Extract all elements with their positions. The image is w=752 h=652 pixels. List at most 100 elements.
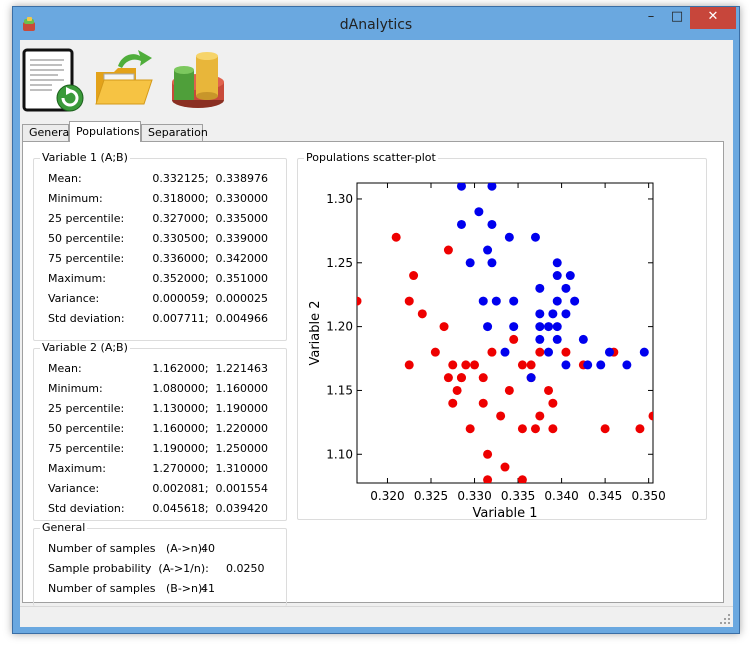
- data-point: [443, 245, 453, 255]
- general-row: Number of samples (B->n): 41: [34, 582, 286, 598]
- general-value: 40: [201, 542, 215, 555]
- stat-value: 1.270000; 1.310000: [152, 462, 268, 475]
- stat-value: 0.336000; 0.342000: [152, 252, 268, 265]
- title-bar[interactable]: dAnalytics – □ ✕: [13, 7, 739, 40]
- resize-grip-icon[interactable]: [720, 614, 730, 624]
- stat-value: 0.007711; 0.004966: [152, 312, 268, 325]
- data-point: [604, 347, 614, 357]
- general-value: 0.0250: [226, 562, 265, 575]
- stat-row: 25 percentile: 0.327000; 0.335000: [34, 212, 286, 228]
- app-icon: [23, 17, 35, 31]
- data-point: [461, 360, 471, 370]
- data-point: [483, 449, 493, 459]
- data-point: [635, 424, 645, 434]
- data-point: [483, 245, 493, 255]
- data-point: [548, 309, 558, 319]
- stat-value: 0.045618; 0.039420: [152, 502, 268, 515]
- data-point: [544, 385, 554, 395]
- stat-row: 75 percentile: 1.190000; 1.250000: [34, 442, 286, 458]
- stat-value: 0.332125; 0.338976: [152, 172, 268, 185]
- stat-label: 75 percentile:: [48, 442, 125, 455]
- stat-row: Maximum: 0.352000; 0.351000: [34, 272, 286, 288]
- tab-general[interactable]: General: [22, 124, 72, 141]
- data-point: [409, 271, 419, 281]
- variable1-group-title: Variable 1 (A;B): [40, 151, 130, 164]
- stat-label: Mean:: [48, 172, 82, 185]
- data-point: [552, 322, 562, 332]
- stat-label: Maximum:: [48, 462, 106, 475]
- stat-label: Variance:: [48, 292, 100, 305]
- data-point: [448, 398, 458, 408]
- scatter-plot-title: Populations scatter-plot: [304, 151, 438, 164]
- data-point: [570, 296, 580, 306]
- data-point: [509, 334, 519, 344]
- data-point: [483, 322, 493, 332]
- data-point: [443, 373, 453, 383]
- data-point: [544, 347, 554, 357]
- stat-row: 50 percentile: 0.330500; 0.339000: [34, 232, 286, 248]
- data-point: [535, 411, 545, 421]
- y-tick-label: 1.20: [326, 320, 353, 334]
- data-point: [639, 347, 649, 357]
- stat-row: Minimum: 0.318000; 0.330000: [34, 192, 286, 208]
- data-point: [578, 334, 588, 344]
- data-point: [517, 424, 527, 434]
- data-point: [439, 322, 449, 332]
- variable2-group-title: Variable 2 (A;B): [40, 341, 130, 354]
- stat-value: 1.080000; 1.160000: [152, 382, 268, 395]
- open-folder-button[interactable]: [92, 48, 156, 112]
- data-point: [530, 424, 540, 434]
- data-point: [596, 360, 606, 370]
- data-point: [465, 258, 475, 268]
- data-point: [622, 360, 632, 370]
- data-point: [483, 475, 493, 483]
- data-point: [552, 334, 562, 344]
- stat-value: 1.190000; 1.250000: [152, 442, 268, 455]
- analyze-chart-button[interactable]: [166, 48, 230, 112]
- minimize-button[interactable]: –: [647, 9, 655, 24]
- general-group: General Number of samples (A->n): 40 Sampl…: [33, 521, 287, 606]
- toolbar: [20, 40, 733, 118]
- stat-label: 25 percentile:: [48, 402, 125, 415]
- stat-label: Mean:: [48, 362, 82, 375]
- tab-populations[interactable]: Populations: [69, 121, 141, 142]
- data-point: [517, 475, 527, 483]
- general-label: Number of samples (B->n):: [48, 582, 206, 595]
- data-point: [648, 411, 653, 421]
- data-point: [478, 296, 488, 306]
- close-button[interactable]: ✕: [690, 7, 736, 29]
- variable2-group: Variable 2 (A;B) Mean: 1.162000; 1.221463…: [33, 341, 287, 521]
- x-tick-label: 0.335: [501, 489, 535, 503]
- data-point: [561, 309, 571, 319]
- data-point: [526, 360, 536, 370]
- data-point: [561, 283, 571, 293]
- x-tick-label: 0.325: [414, 489, 448, 503]
- data-point: [487, 183, 497, 191]
- data-point: [583, 360, 593, 370]
- data-point: [448, 360, 458, 370]
- stat-label: Maximum:: [48, 272, 106, 285]
- data-point: [456, 373, 466, 383]
- x-axis-label: Variable 1: [472, 506, 537, 519]
- data-point: [535, 283, 545, 293]
- data-point: [430, 347, 440, 357]
- data-point: [504, 385, 514, 395]
- data-point: [504, 232, 514, 242]
- data-point: [500, 347, 510, 357]
- scatter-plot-group: Populations scatter-plot 0.320 0.325 0.330…: [297, 151, 707, 520]
- data-point: [491, 296, 501, 306]
- stat-label: 75 percentile:: [48, 252, 125, 265]
- client-area: General Populations Separation Variable …: [20, 40, 733, 627]
- stat-value: 1.162000; 1.221463: [152, 362, 268, 375]
- stat-value: 0.327000; 0.335000: [152, 212, 268, 225]
- data-point: [535, 347, 545, 357]
- status-bar: [20, 606, 733, 627]
- tab-separation[interactable]: Separation: [141, 124, 208, 141]
- maximize-button[interactable]: □: [670, 9, 684, 24]
- data-point: [500, 462, 510, 472]
- data-point: [535, 322, 545, 332]
- stat-row: Mean: 0.332125; 0.338976: [34, 172, 286, 188]
- stat-row: Maximum: 1.270000; 1.310000: [34, 462, 286, 478]
- data-point: [517, 360, 527, 370]
- reload-document-button[interactable]: [22, 48, 86, 112]
